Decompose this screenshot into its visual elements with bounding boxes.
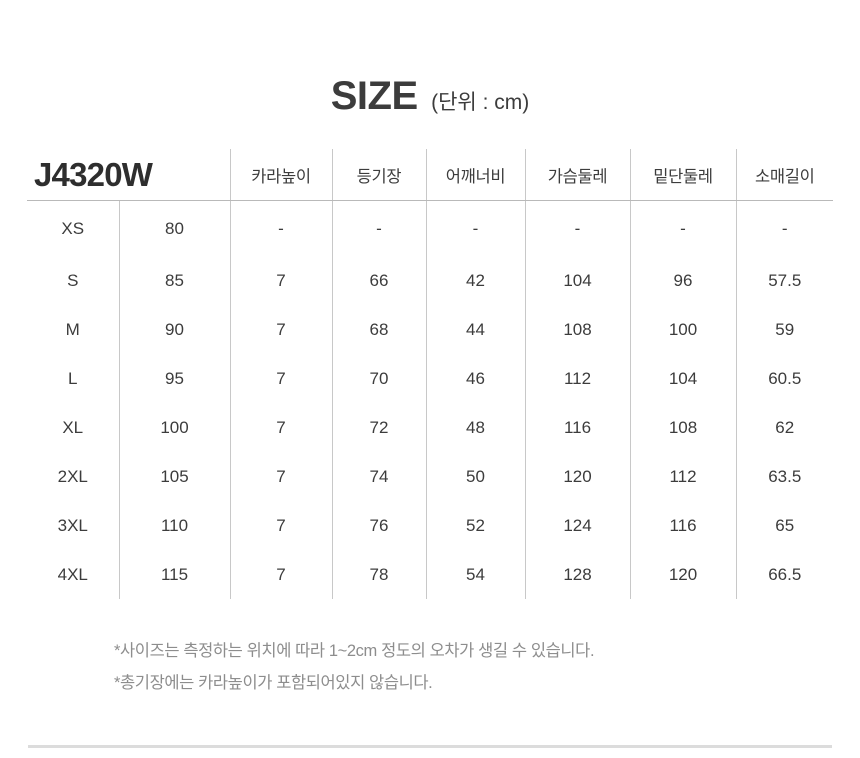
- cell-chest: 112: [525, 354, 631, 403]
- column-header-back-length: 등기장: [332, 149, 427, 201]
- cell-sleeve-length: 65: [775, 515, 795, 535]
- cell-size: 2XL: [27, 452, 120, 501]
- table-header-row: J4320W 카라높이 등기장 어깨너비 가슴둘레 밑단둘레 소매길이: [27, 149, 833, 201]
- cell-size: XS: [27, 200, 120, 256]
- table-row: 4XL 115 7 78 54 128 120 66.5: [27, 550, 833, 599]
- cell-sleeve-length: 62: [775, 417, 795, 437]
- cell-shoulder-width: 42: [426, 256, 526, 305]
- cell-shoulder-width: -: [426, 200, 526, 256]
- cell-collar-height: 7: [230, 403, 333, 452]
- cell-size: 4XL: [27, 550, 120, 599]
- cell-shoulder-width: 50: [426, 452, 526, 501]
- cell-total-length: 100: [119, 403, 231, 452]
- page-title-unit: (단위 : cm): [431, 91, 530, 114]
- table-body: XS 80 - - - - - - S 85 7 66 42 104 96 57…: [27, 200, 833, 599]
- cell-chest: 116: [525, 403, 631, 452]
- cell-back-length: 72: [332, 403, 427, 452]
- cell-total-length: 105: [119, 452, 231, 501]
- cell-chest: 124: [525, 501, 631, 550]
- cell-sleeve-length: 57.5: [768, 270, 802, 290]
- cell-size: M: [27, 305, 120, 354]
- page-title: SIZE (단위 : cm): [0, 0, 860, 116]
- cell-collar-height: 7: [230, 256, 333, 305]
- cell-collar-height: 7: [230, 452, 333, 501]
- cell-chest: 120: [525, 452, 631, 501]
- cell-chest: 128: [525, 550, 631, 599]
- cell-hem: 96: [630, 256, 737, 305]
- table-row: S 85 7 66 42 104 96 57.5: [27, 256, 833, 305]
- table-row: XL 100 7 72 48 116 108 62: [27, 403, 833, 452]
- cell-sleeve-length: 59: [775, 319, 795, 339]
- product-code-header: J4320W: [27, 149, 231, 201]
- cell-collar-height: 7: [230, 550, 333, 599]
- cell-shoulder-width: 54: [426, 550, 526, 599]
- cell-sleeve-length: -: [781, 218, 788, 238]
- column-header-shoulder-width: 어깨너비: [426, 149, 526, 201]
- cell-size: XL: [27, 403, 120, 452]
- cell-hem: 104: [630, 354, 737, 403]
- cell-chest: -: [525, 200, 631, 256]
- cell-back-length: 78: [332, 550, 427, 599]
- cell-size: 3XL: [27, 501, 120, 550]
- cell-back-length: 74: [332, 452, 427, 501]
- size-chart: J4320W 카라높이 등기장 어깨너비 가슴둘레 밑단둘레 소매길이 XS 8…: [27, 149, 833, 599]
- cell-back-length: 68: [332, 305, 427, 354]
- cell-hem: 108: [630, 403, 737, 452]
- cell-size: S: [27, 256, 120, 305]
- cell-total-length: 110: [119, 501, 231, 550]
- cell-total-length: 85: [119, 256, 231, 305]
- cell-total-length: 115: [119, 550, 231, 599]
- table-header: J4320W 카라높이 등기장 어깨너비 가슴둘레 밑단둘레 소매길이: [27, 149, 833, 201]
- cell-hem: 120: [630, 550, 737, 599]
- cell-back-length: 76: [332, 501, 427, 550]
- note-collar-excluded: *총기장에는 카라높이가 포함되어있지 않습니다.: [114, 674, 433, 693]
- cell-collar-height: -: [230, 200, 333, 256]
- note-measurement-tolerance: *사이즈는 측정하는 위치에 따라 1~2cm 정도의 오차가 생길 수 있습니…: [114, 642, 595, 660]
- cell-back-length: 70: [332, 354, 427, 403]
- cell-hem: 100: [630, 305, 737, 354]
- column-header-chest: 가슴둘레: [525, 149, 631, 201]
- cell-size: L: [27, 354, 120, 403]
- size-notes: *사이즈는 측정하는 위치에 따라 1~2cm 정도의 오차가 생길 수 있습니…: [114, 635, 860, 699]
- cell-chest: 108: [525, 305, 631, 354]
- cell-sleeve-length: 63.5: [768, 466, 802, 486]
- column-header-sleeve-length: 소매길이: [736, 149, 833, 201]
- cell-back-length: -: [332, 200, 427, 256]
- cell-total-length: 95: [119, 354, 231, 403]
- cell-hem: 112: [630, 452, 737, 501]
- cell-back-length: 66: [332, 256, 427, 305]
- cell-shoulder-width: 48: [426, 403, 526, 452]
- cell-sleeve-length: 66.5: [768, 564, 802, 584]
- table-row: 3XL 110 7 76 52 124 116 65: [27, 501, 833, 550]
- cell-collar-height: 7: [230, 305, 333, 354]
- cell-hem: 116: [630, 501, 737, 550]
- cell-collar-height: 7: [230, 501, 333, 550]
- table-row: L 95 7 70 46 112 104 60.5: [27, 354, 833, 403]
- table-row: M 90 7 68 44 108 100 59: [27, 305, 833, 354]
- cell-total-length: 90: [119, 305, 231, 354]
- cell-shoulder-width: 44: [426, 305, 526, 354]
- cell-collar-height: 7: [230, 354, 333, 403]
- size-table: J4320W 카라높이 등기장 어깨너비 가슴둘레 밑단둘레 소매길이 XS 8…: [27, 149, 833, 599]
- cell-shoulder-width: 46: [426, 354, 526, 403]
- table-row: XS 80 - - - - - -: [27, 200, 833, 256]
- column-header-collar-height: 카라높이: [230, 149, 333, 201]
- table-row: 2XL 105 7 74 50 120 112 63.5: [27, 452, 833, 501]
- cell-sleeve-length: 60.5: [768, 368, 802, 388]
- column-header-hem: 밑단둘레: [630, 149, 737, 201]
- cell-shoulder-width: 52: [426, 501, 526, 550]
- page-title-main: SIZE: [330, 74, 418, 118]
- cell-total-length: 80: [119, 200, 231, 256]
- cell-chest: 104: [525, 256, 631, 305]
- cell-hem: -: [630, 200, 737, 256]
- section-divider: [28, 745, 832, 748]
